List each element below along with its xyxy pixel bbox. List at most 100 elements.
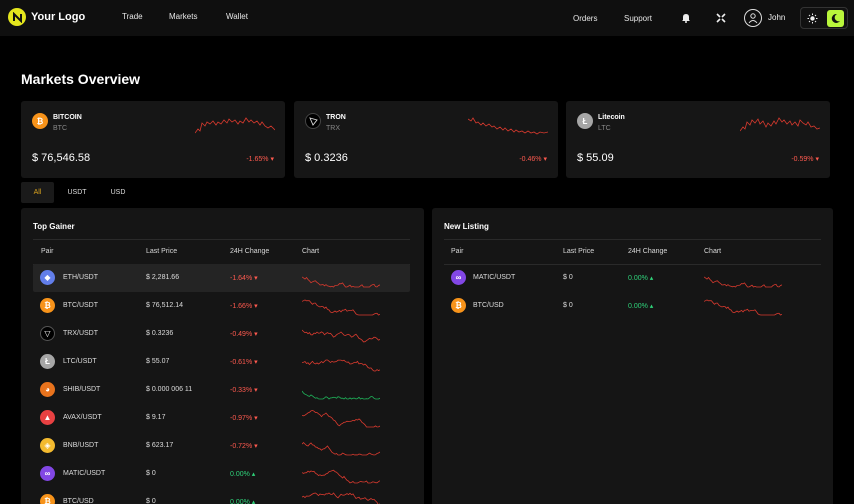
ticker-change: -1.65% ▾ (246, 156, 274, 163)
change-text: -1.66% (230, 303, 253, 310)
sparkline-chart (302, 409, 380, 428)
nav-link-markets[interactable]: Markets (169, 12, 198, 21)
arrow-down-icon: ▾ (252, 387, 258, 394)
col-last-price: Last Price (146, 248, 178, 255)
table-row[interactable]: Ł LTC/USDT $ 55.07 -0.61% ▾ (33, 348, 410, 376)
arrow-up-icon: ▴ (249, 499, 256, 504)
logo[interactable]: Your Logo (8, 8, 85, 26)
panel-title: Top Gainer (33, 222, 75, 231)
table-row[interactable]: ◕ SHIB/USDT $ 0.000 006 11 -0.33% ▾ (33, 376, 410, 404)
change-value: -0.97% ▾ (230, 414, 258, 422)
arrow-up-icon: ▴ (647, 303, 654, 310)
bitcoin-icon: ₿ (40, 494, 55, 504)
arrow-down-icon: ▾ (252, 359, 258, 366)
table-row[interactable]: ◆ ETH/USDT $ 2,281.66 -1.64% ▾ (33, 264, 410, 292)
user-icon[interactable] (744, 9, 762, 27)
arrow-down-icon: ▾ (252, 331, 258, 338)
change-text: 0.00% (628, 303, 648, 310)
ticker-change: -0.46% ▾ (519, 156, 547, 163)
table-row[interactable]: ∞ MATIC/USDT $ 0 0.00% ▴ (444, 264, 821, 292)
ticker-card-bitcoin[interactable]: ₿ BITCOIN BTC $ 76,546.58 -1.65% ▾ (21, 101, 285, 178)
change-value: 0.00% ▴ (628, 302, 653, 310)
user-name[interactable]: John (768, 13, 786, 22)
sparkline-line (302, 299, 380, 316)
bnb-icon: ◈ (40, 438, 55, 453)
tab-usdt[interactable]: USDT (67, 189, 87, 196)
sparkline-chart (704, 276, 782, 288)
change-text: -1.64% (230, 275, 253, 282)
col-24h-change: 24H Change (230, 248, 270, 255)
ticker-price: $ 0.3236 (305, 152, 348, 164)
change-text: -0.72% (230, 443, 253, 450)
arrow-down-icon: ▾ (252, 443, 258, 450)
change-value: -0.61% ▾ (230, 358, 258, 366)
change-text: -0.61% (230, 359, 253, 366)
col-chart: Chart (302, 248, 320, 255)
change-value: 0.00% ▴ (230, 498, 255, 504)
last-price: $ 0 (146, 498, 156, 504)
table-row[interactable]: ∞ MATIC/USDT $ 0 0.00% ▴ (33, 460, 410, 488)
bitcoin-icon: ₿ (32, 113, 48, 129)
nav-link-trade[interactable]: Trade (122, 12, 143, 21)
sun-icon[interactable] (804, 10, 820, 26)
table-row[interactable]: ₿ BTC/USD $ 0 0.00% ▴ (33, 488, 410, 504)
sparkline-chart (302, 390, 380, 400)
last-price: $ 0 (563, 274, 573, 281)
sparkline-chart (302, 359, 380, 372)
ticker-card-litecoin[interactable]: Ł Litecoin LTC $ 55.09 -0.59% ▾ (566, 101, 830, 178)
ticker-sparkline (195, 117, 275, 134)
sparkline-line (302, 469, 380, 484)
col-24h-change: 24H Change (628, 248, 668, 255)
last-price: $ 55.07 (146, 358, 170, 365)
moon-icon[interactable] (827, 9, 844, 27)
tab-all[interactable]: All (21, 182, 54, 203)
sparkline-chart (704, 299, 782, 316)
table-row[interactable]: ▽ TRX/USDT $ 0.3236 -0.49% ▾ (33, 320, 410, 348)
ticker-symbol: TRX (326, 125, 340, 132)
ticker-card-tron[interactable]: TRON TRX $ 0.3236 -0.46% ▾ (294, 101, 558, 178)
table-row[interactable]: ◈ BNB/USDT $ 623.17 -0.72% ▾ (33, 432, 410, 460)
change-text: -0.33% (230, 387, 253, 394)
change-value: -0.49% ▾ (230, 330, 258, 338)
new-listing-panel: New Listing Pair Last Price 24H Change C… (432, 208, 833, 504)
polygon-icon: ∞ (40, 466, 55, 481)
tron-icon (305, 113, 321, 129)
nav-link-support[interactable]: Support (624, 14, 653, 23)
change-text: -0.49% (230, 331, 253, 338)
avalanche-icon: ▲ (40, 410, 55, 425)
sparkline-line (302, 409, 380, 428)
tab-usd[interactable]: USD (110, 189, 126, 196)
bell-icon[interactable] (680, 12, 692, 24)
pair-label: ETH/USDT (63, 274, 98, 281)
nav-link-orders[interactable]: Orders (573, 14, 598, 23)
table-row[interactable]: ₿ BTC/USD $ 0 0.00% ▴ (444, 292, 821, 320)
table-row[interactable]: ₿ BTC/USDT $ 76,512.14 -1.66% ▾ (33, 292, 410, 320)
divider (33, 239, 410, 240)
pair-label: MATIC/USDT (63, 470, 106, 477)
ticker-name: TRON (326, 114, 346, 121)
apps-icon[interactable] (715, 12, 727, 24)
table-row[interactable]: ▲ AVAX/USDT $ 9.17 -0.97% ▾ (33, 404, 410, 432)
nav-link-wallet[interactable]: Wallet (226, 12, 248, 21)
shiba-icon: ◕ (40, 382, 55, 397)
ticker-symbol: LTC (598, 125, 611, 132)
sparkline-line (704, 299, 782, 316)
pair-label: BTC/USD (473, 302, 504, 309)
change-text: -0.97% (230, 415, 253, 422)
change-value: -1.64% ▾ (230, 274, 258, 282)
last-price: $ 0.000 006 11 (146, 386, 193, 393)
sparkline-chart (302, 329, 380, 343)
litecoin-icon: Ł (40, 354, 55, 369)
pair-label: MATIC/USDT (473, 274, 516, 281)
last-price: $ 76,512.14 (146, 302, 183, 309)
theme-toggle[interactable] (800, 7, 848, 29)
polygon-icon: ∞ (451, 270, 466, 285)
panel-title: New Listing (444, 222, 489, 231)
sparkline-line (302, 329, 380, 343)
last-price: $ 0 (146, 470, 156, 477)
sparkline-line (302, 359, 380, 372)
arrow-up-icon: ▴ (249, 471, 256, 478)
arrow-down-icon: ▾ (252, 303, 258, 310)
ethereum-icon: ◆ (40, 270, 55, 285)
change-text: 0.00% (230, 499, 250, 504)
